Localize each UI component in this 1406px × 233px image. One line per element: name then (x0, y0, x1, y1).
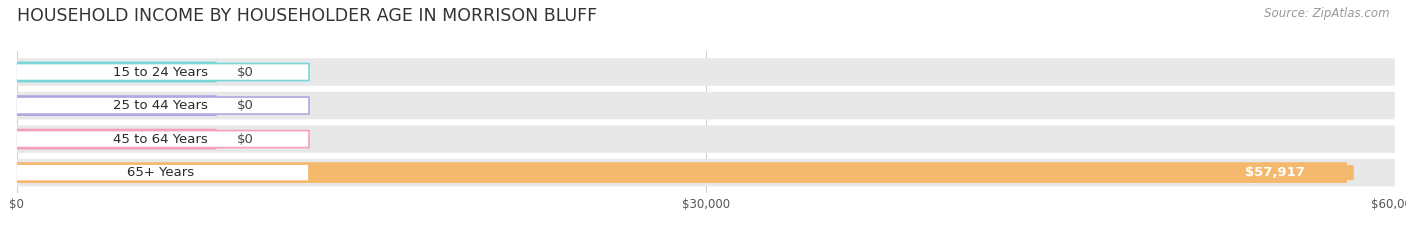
Text: Source: ZipAtlas.com: Source: ZipAtlas.com (1264, 7, 1389, 20)
Text: $0: $0 (238, 133, 254, 146)
FancyBboxPatch shape (17, 62, 217, 82)
FancyBboxPatch shape (17, 95, 217, 116)
FancyBboxPatch shape (17, 92, 1395, 119)
FancyBboxPatch shape (17, 125, 1395, 153)
Text: 45 to 64 Years: 45 to 64 Years (114, 133, 208, 146)
FancyBboxPatch shape (17, 159, 1395, 186)
FancyBboxPatch shape (13, 64, 309, 81)
Text: 65+ Years: 65+ Years (128, 166, 194, 179)
Text: $0: $0 (238, 99, 254, 112)
FancyBboxPatch shape (17, 162, 1347, 183)
Text: 15 to 24 Years: 15 to 24 Years (114, 65, 208, 79)
FancyBboxPatch shape (13, 130, 309, 148)
FancyBboxPatch shape (17, 58, 1395, 86)
Text: $57,917: $57,917 (1244, 166, 1305, 179)
Text: $0: $0 (238, 65, 254, 79)
Text: HOUSEHOLD INCOME BY HOUSEHOLDER AGE IN MORRISON BLUFF: HOUSEHOLD INCOME BY HOUSEHOLDER AGE IN M… (17, 7, 598, 25)
FancyBboxPatch shape (13, 97, 309, 114)
FancyBboxPatch shape (13, 164, 309, 181)
FancyBboxPatch shape (17, 129, 217, 150)
FancyBboxPatch shape (1195, 165, 1354, 180)
Text: 25 to 44 Years: 25 to 44 Years (114, 99, 208, 112)
